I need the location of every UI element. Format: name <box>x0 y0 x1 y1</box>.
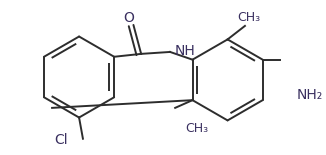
Text: CH₃: CH₃ <box>237 11 260 24</box>
Text: O: O <box>123 11 134 25</box>
Text: NH: NH <box>174 44 195 58</box>
Text: NH₂: NH₂ <box>297 89 323 102</box>
Text: CH₃: CH₃ <box>185 122 209 135</box>
Text: Cl: Cl <box>54 133 68 146</box>
